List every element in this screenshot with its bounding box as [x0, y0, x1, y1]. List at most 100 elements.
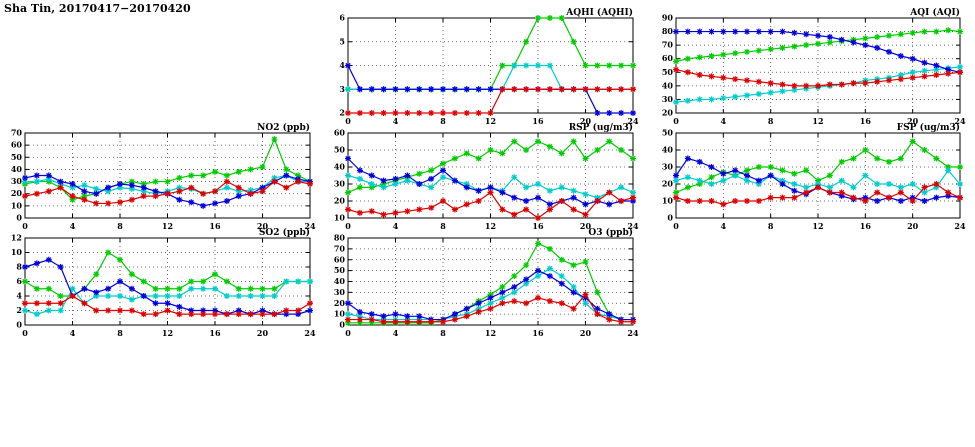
svg-text:30: 30	[334, 287, 346, 297]
svg-text:5: 5	[339, 36, 345, 46]
chart-rsp: 10 20 30 40 50 60 0 4 8 12 16 20 24 RSP (ug/m3)	[318, 119, 645, 236]
series-red	[673, 181, 963, 208]
svg-text:12: 12	[485, 116, 496, 126]
svg-text:24: 24	[304, 328, 316, 338]
svg-text:60: 60	[334, 128, 346, 138]
axis-ticks	[347, 237, 634, 326]
svg-text:80: 80	[662, 26, 674, 36]
svg-text:24: 24	[954, 221, 966, 231]
svg-text:6: 6	[339, 13, 345, 23]
svg-text:12: 12	[485, 221, 496, 231]
svg-text:2: 2	[339, 108, 345, 118]
svg-text:10: 10	[662, 196, 674, 206]
svg-text:60: 60	[662, 53, 674, 63]
svg-text:30: 30	[334, 179, 346, 189]
svg-text:20: 20	[662, 108, 674, 118]
axis-labels: 10 20 30 40 50 60 0 4 8 12 16 20 24	[334, 128, 639, 232]
chart-fsp: 0 10 20 30 40 50 0 4 8 12 16 20 24 FSP (ug/m3)	[646, 119, 972, 236]
svg-text:40: 40	[662, 80, 674, 90]
svg-text:24: 24	[954, 116, 966, 126]
svg-text:70: 70	[334, 243, 346, 253]
svg-text:10: 10	[11, 247, 23, 257]
svg-text:90: 90	[662, 13, 674, 23]
series-red	[22, 293, 313, 318]
no2-plot: 0 10 20 30 40 50 60 70 0 4 8 12 16 20 24 NO2 (ppb)	[11, 122, 316, 231]
svg-text:8: 8	[768, 221, 774, 231]
svg-text:50: 50	[334, 265, 346, 275]
aqhi-chart-title: AQHI (AQHI)	[565, 7, 633, 18]
svg-text:4: 4	[16, 291, 22, 301]
series-cyan	[22, 278, 313, 318]
svg-text:20: 20	[257, 221, 269, 231]
svg-text:12: 12	[485, 328, 496, 338]
chart-aqhi: 2 3 4 5 6 0 4 8 12 16 20 24 AQHI (AQHI)	[318, 4, 645, 131]
series-red	[345, 291, 636, 325]
svg-text:0: 0	[339, 320, 345, 330]
svg-text:0: 0	[673, 116, 679, 126]
so2-chart-title: SO2 (ppb)	[259, 227, 310, 238]
chart-so2: 0 2 4 6 8 10 12 0 4 8 12 16 20 24 SO2 (ppb)	[0, 224, 322, 343]
svg-text:8: 8	[117, 328, 123, 338]
svg-text:8: 8	[768, 116, 774, 126]
svg-text:12: 12	[162, 221, 173, 231]
axis-labels: 2 3 4 5 6 0 4 8 12 16 20 24	[339, 13, 639, 127]
svg-text:0: 0	[345, 221, 351, 231]
series-red	[345, 86, 636, 116]
no2-chart-title: NO2 (ppb)	[257, 122, 310, 133]
axis-labels: 0 10 20 30 40 50 0 4 8 12 16 20 24	[662, 128, 966, 232]
grid-lines	[348, 133, 633, 218]
svg-text:24: 24	[304, 221, 316, 231]
svg-text:10: 10	[11, 200, 23, 210]
grid-lines	[348, 238, 633, 325]
fsp-chart-title: FSP (ug/m3)	[897, 122, 960, 133]
rsp-plot: 10 20 30 40 50 60 0 4 8 12 16 20 24 RSP (ug/m3)	[334, 122, 639, 232]
svg-text:0: 0	[345, 116, 351, 126]
svg-text:30: 30	[662, 162, 674, 172]
series-green	[673, 27, 963, 65]
svg-text:40: 40	[11, 164, 23, 174]
rsp-chart-title: RSP (ug/m3)	[569, 122, 633, 133]
svg-text:8: 8	[117, 221, 123, 231]
svg-text:20: 20	[334, 196, 346, 206]
svg-text:2: 2	[16, 305, 22, 315]
svg-text:8: 8	[16, 262, 22, 272]
svg-text:10: 10	[334, 213, 346, 223]
svg-text:20: 20	[580, 328, 592, 338]
svg-text:30: 30	[662, 94, 674, 104]
fsp-plot: 0 10 20 30 40 50 0 4 8 12 16 20 24 FSP (ug/m3)	[662, 122, 966, 232]
svg-text:16: 16	[532, 116, 544, 126]
grid-lines	[25, 133, 310, 218]
aqi-plot: 20 30 40 50 60 70 80 90 0 4 8 12 16 20 24 AQI (AQI)	[662, 7, 966, 126]
svg-text:4: 4	[393, 328, 399, 338]
svg-text:0: 0	[16, 320, 22, 330]
svg-text:12: 12	[812, 221, 823, 231]
svg-text:50: 50	[662, 67, 674, 77]
svg-text:0: 0	[667, 213, 673, 223]
series-blue	[673, 28, 963, 76]
svg-text:3: 3	[339, 84, 345, 94]
svg-text:6: 6	[16, 276, 22, 286]
svg-text:40: 40	[334, 162, 346, 172]
svg-text:16: 16	[532, 328, 544, 338]
plot-border	[347, 237, 634, 326]
svg-text:50: 50	[334, 145, 346, 155]
svg-text:4: 4	[393, 116, 399, 126]
svg-text:16: 16	[209, 221, 221, 231]
svg-text:70: 70	[662, 40, 674, 50]
series-cyan	[673, 167, 963, 196]
svg-text:40: 40	[334, 276, 346, 286]
series-green	[345, 240, 636, 326]
svg-text:10: 10	[334, 309, 346, 319]
svg-text:24: 24	[627, 221, 639, 231]
svg-text:20: 20	[907, 221, 919, 231]
series-red	[345, 189, 636, 221]
chart-no2: 0 10 20 30 40 50 60 70 0 4 8 12 16 20 24 NO2 (ppb)	[0, 119, 322, 236]
svg-text:20: 20	[11, 188, 23, 198]
svg-text:8: 8	[440, 328, 446, 338]
svg-text:70: 70	[11, 128, 23, 138]
svg-text:12: 12	[162, 328, 173, 338]
svg-text:4: 4	[721, 221, 727, 231]
